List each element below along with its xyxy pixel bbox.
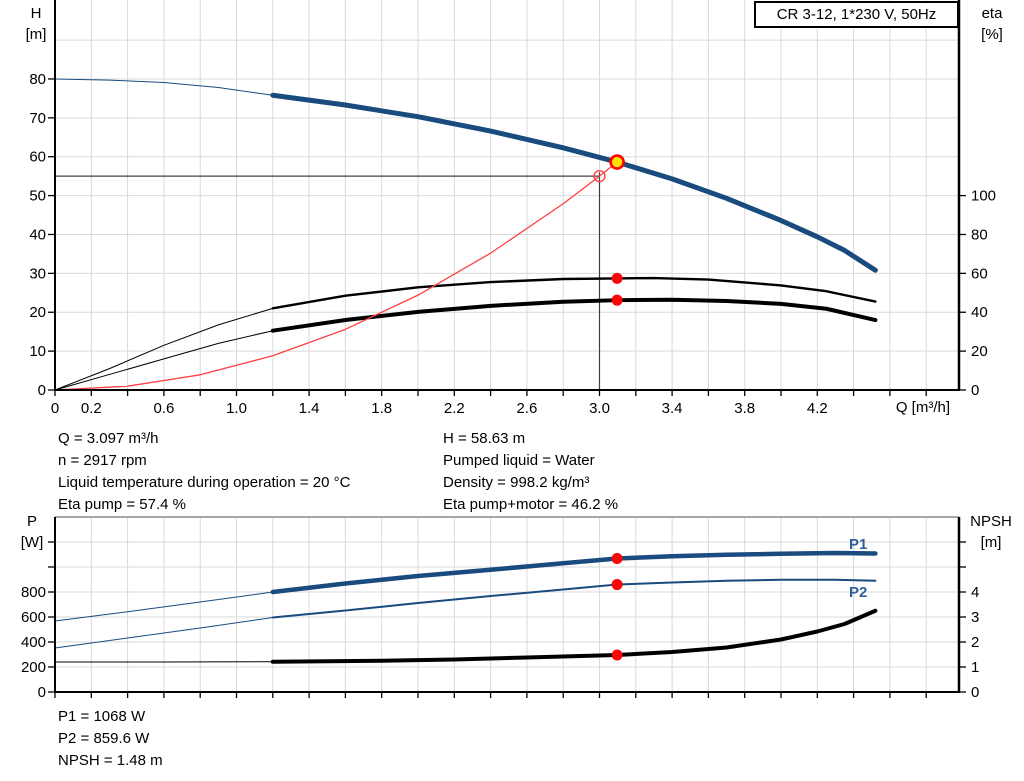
annotation-speed: n = 2917 rpm — [58, 452, 147, 469]
eta-pump-motor-curve-thin — [54, 330, 274, 391]
y-left-tick-label: 40 — [29, 226, 46, 243]
p-axis-unit: [W] — [20, 534, 44, 551]
annotation-eta-pump: Eta pump = 57.4 % — [58, 496, 186, 513]
x-tick-label: 1.4 — [299, 400, 320, 417]
h-axis-symbol: H — [30, 5, 42, 22]
y-left-tick-label: 30 — [29, 265, 46, 282]
p1-curve — [270, 550, 878, 595]
y-left-tick-label: 800 — [21, 584, 46, 601]
p1-curve-label: P1 — [849, 536, 868, 553]
y-right-tick-label: 3 — [971, 609, 979, 626]
eta-pump-motor-curve — [270, 297, 878, 333]
y-right-tick-label: 2 — [971, 634, 979, 651]
p-axis-symbol: P — [26, 513, 37, 530]
pump-curve-QH — [270, 92, 878, 273]
eta-pump-curve-thin — [54, 307, 274, 391]
p-axis-title: P [W] — [10, 511, 54, 553]
annotation-p1: P1 = 1068 W — [58, 708, 146, 725]
result-data: P1 = 1068 W P2 = 859.6 W NPSH = 1.48 m — [58, 706, 163, 772]
pump-curve-QH-thin — [54, 78, 274, 96]
annotation-pumped-liquid: Pumped liquid = Water — [443, 452, 595, 469]
eta-axis-unit: [%] — [981, 26, 1003, 43]
p2-curve-label: P2 — [849, 584, 868, 601]
annotation-density: Density = 998.2 kg/m³ — [443, 474, 590, 491]
p2-curve-thin — [54, 617, 274, 649]
x-tick-label: 2.6 — [516, 400, 537, 417]
y-right-tick-label: 100 — [971, 188, 996, 205]
y-right-tick-label: 20 — [971, 343, 988, 360]
y-right-tick-label: 0 — [971, 382, 979, 399]
eta-pump-motor-dot — [611, 294, 623, 306]
annotation-npsh: NPSH = 1.48 m — [58, 752, 163, 769]
npsh-curve — [270, 608, 878, 664]
annotation-liquid-temp: Liquid temperature during operation = 20… — [58, 474, 351, 491]
npsh-axis-title: NPSH [m] — [962, 511, 1020, 553]
x-tick-label: 4.2 — [807, 400, 828, 417]
y-left-tick-label: 400 — [21, 634, 46, 651]
x-tick-label: 1.0 — [226, 400, 247, 417]
y-left-tick-label: 60 — [29, 149, 46, 166]
x-tick-label: 1.8 — [371, 400, 392, 417]
system-curve — [54, 161, 618, 391]
q-axis-title: Q [m³/h] — [895, 399, 950, 416]
eta-axis-title: eta [%] — [970, 3, 1014, 45]
x-tick-label: 0.6 — [153, 400, 174, 417]
y-left-tick-label: 600 — [21, 609, 46, 626]
y-left-tick-label: 50 — [29, 188, 46, 205]
y-left-tick-label: 70 — [29, 110, 46, 127]
duty-point — [609, 154, 625, 170]
p1-curve-thin — [54, 591, 274, 622]
h-axis-unit: [m] — [25, 26, 47, 43]
operating-data-right: H = 58.63 m Pumped liquid = Water Densit… — [443, 428, 618, 516]
p2-curve — [271, 578, 877, 619]
h-axis-title: H [m] — [16, 3, 56, 45]
y-left-tick-label: 0 — [38, 684, 46, 701]
y-left-tick-label: 10 — [29, 343, 46, 360]
y-right-tick-label: 60 — [971, 265, 988, 282]
y-right-tick-label: 4 — [971, 584, 979, 601]
annotation-q: Q = 3.097 m³/h — [58, 430, 159, 447]
x-tick-label: 3.0 — [589, 400, 610, 417]
y-left-tick-label: 80 — [29, 71, 46, 88]
x-tick-label: 0 — [51, 400, 59, 417]
x-tick-label: 0.2 — [81, 400, 102, 417]
y-right-tick-label: 40 — [971, 304, 988, 321]
p1-dot — [611, 553, 623, 564]
chart-title-box: CR 3-12, 1*230 V, 50Hz — [754, 1, 959, 28]
x-tick-label: 3.4 — [662, 400, 683, 417]
npsh-axis-unit: [m] — [980, 534, 1002, 551]
x-tick-label: 3.8 — [734, 400, 755, 417]
y-left-tick-label: 0 — [38, 382, 46, 399]
x-tick-label: 2.2 — [444, 400, 465, 417]
eta-pump-dot — [611, 272, 623, 284]
y-left-tick-label: 200 — [21, 659, 46, 676]
annotation-p2: P2 = 859.6 W — [58, 730, 150, 747]
annotation-eta-pump-motor: Eta pump+motor = 46.2 % — [443, 496, 619, 513]
requested-duty-point — [593, 169, 606, 183]
y-right-tick-label: 0 — [971, 684, 979, 701]
npsh-dot — [611, 649, 623, 661]
y-right-tick-label: 1 — [971, 659, 979, 676]
operating-data-left: Q = 3.097 m³/h n = 2917 rpm Liquid tempe… — [58, 428, 350, 516]
p2-dot — [611, 579, 623, 591]
annotation-head: H = 58.63 m — [443, 430, 526, 447]
npsh-axis-symbol: NPSH — [970, 513, 1012, 530]
y-left-tick-label: 20 — [29, 304, 46, 321]
y-right-tick-label: 80 — [971, 226, 988, 243]
eta-axis-symbol: eta — [981, 5, 1003, 22]
